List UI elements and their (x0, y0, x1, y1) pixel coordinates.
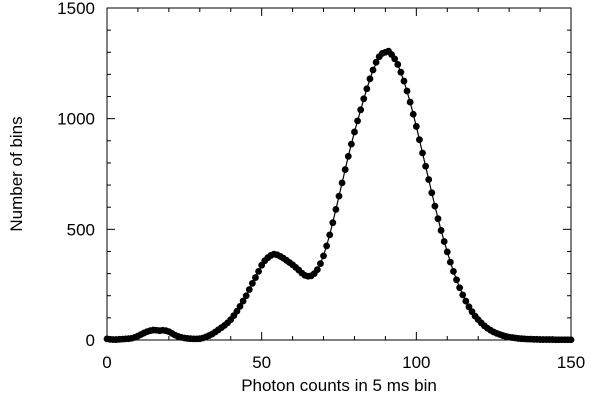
x-tick-label: 100 (402, 353, 430, 372)
data-point (434, 215, 442, 223)
data-point (335, 192, 343, 200)
data-point (397, 68, 405, 76)
data-point (428, 189, 436, 197)
data-point (354, 117, 361, 125)
data-point (313, 266, 321, 274)
data-point (456, 284, 464, 292)
data-point (351, 128, 358, 136)
data-point (242, 292, 250, 300)
data-point (453, 276, 460, 284)
data-point (403, 87, 411, 95)
data-point (341, 166, 349, 173)
data-point (332, 206, 340, 213)
data-point (462, 297, 470, 305)
data-point (567, 336, 575, 344)
data-point (255, 267, 262, 275)
y-axis-title: Number of bins (7, 116, 26, 231)
y-tick-label: 0 (86, 331, 95, 350)
data-point (394, 61, 402, 68)
data-point (239, 297, 247, 305)
x-axis-title: Photon counts in 5 ms bin (241, 376, 437, 395)
data-point (236, 302, 244, 310)
data-point (372, 58, 380, 66)
data-point (252, 274, 259, 281)
data-point (344, 152, 352, 160)
data-point (245, 286, 253, 293)
x-tick-label: 50 (252, 353, 271, 372)
x-tick-label: 150 (557, 353, 585, 372)
data-point (412, 123, 420, 130)
data-point (317, 260, 324, 268)
data-point (369, 66, 377, 74)
data-point (338, 179, 346, 187)
y-tick-label: 1000 (57, 110, 95, 129)
data-point (323, 242, 331, 250)
y-tick-label: 500 (67, 220, 95, 239)
data-point (422, 162, 430, 170)
data-point (248, 279, 256, 287)
data-point (437, 227, 445, 234)
data-point (406, 98, 414, 106)
data-point (320, 252, 327, 260)
data-point (419, 149, 426, 157)
data-point (450, 267, 457, 275)
data-point (391, 55, 399, 63)
data-point (366, 75, 374, 83)
plot-frame (106, 7, 572, 341)
data-point (465, 303, 473, 311)
data-point (233, 307, 241, 315)
data-point (459, 291, 467, 299)
data-point (443, 248, 451, 256)
data-point (360, 95, 368, 103)
data-point (347, 140, 355, 148)
data-point (329, 219, 337, 227)
data-point (363, 85, 371, 93)
data-point (425, 176, 433, 183)
data-point (326, 231, 334, 239)
data-point (409, 110, 417, 118)
x-tick-label: 0 (102, 353, 111, 372)
data-point (400, 77, 408, 85)
y-tick-label: 1500 (57, 0, 95, 18)
data-point (440, 238, 448, 245)
data-point (357, 106, 365, 114)
data-point (431, 202, 439, 210)
data-point (446, 258, 454, 266)
data-point (416, 136, 423, 144)
